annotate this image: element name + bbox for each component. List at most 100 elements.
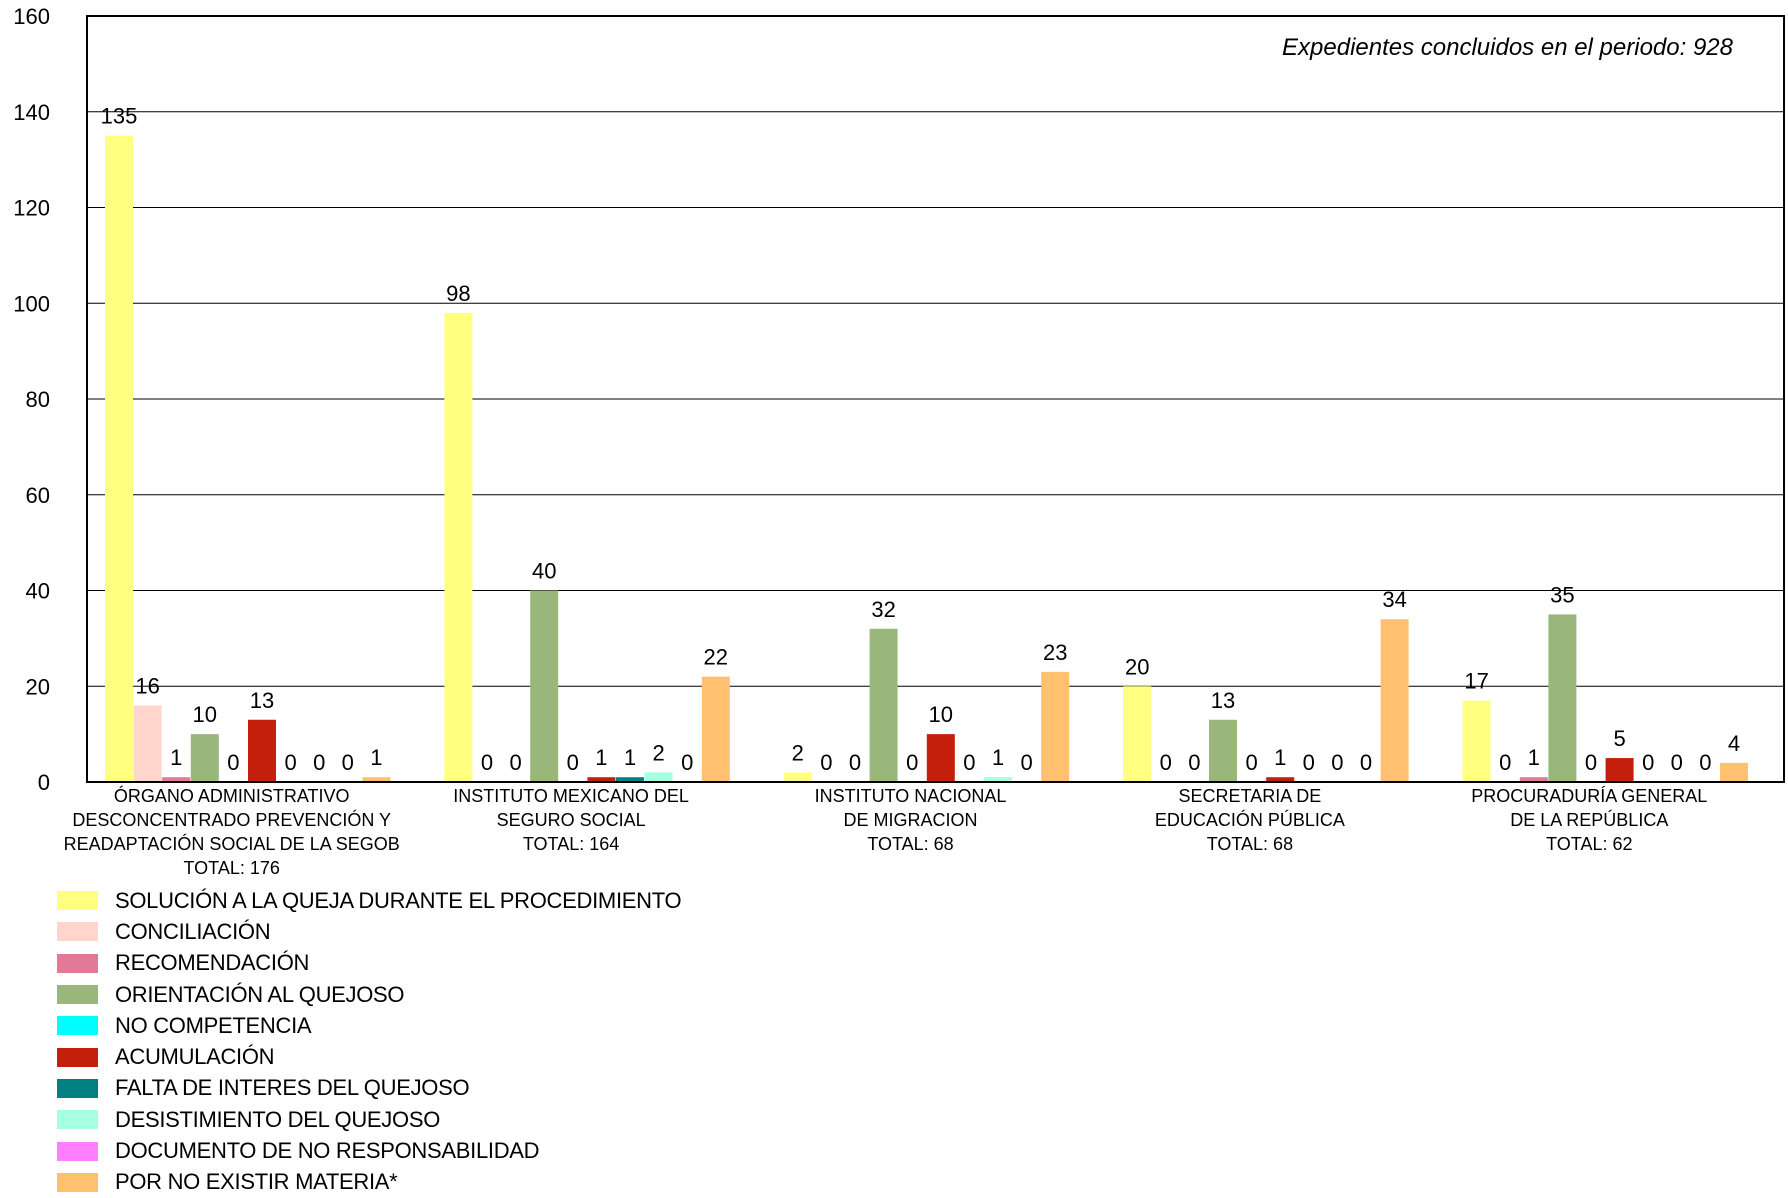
- bar: [362, 777, 391, 782]
- bar: [1605, 758, 1634, 782]
- x-tick-label: DE LA REPÚBLICA: [1510, 809, 1668, 830]
- legend-label: DOCUMENTO DE NO RESPONSABILIDAD: [115, 1138, 540, 1164]
- data-label: 1: [370, 745, 382, 770]
- legend-swatch: [57, 922, 98, 942]
- data-label: 5: [1613, 726, 1625, 751]
- legend-swatch: [57, 1016, 98, 1036]
- data-label: 23: [1043, 640, 1067, 665]
- bar: [162, 777, 191, 782]
- chart-annotation: Expedientes concluidos en el periodo: 92…: [1282, 34, 1734, 61]
- legend-item: NO COMPETENCIA: [57, 1010, 681, 1041]
- bar: [530, 590, 559, 782]
- x-tick-label: EDUCACIÓN PÚBLICA: [1155, 809, 1345, 830]
- data-label: 0: [509, 750, 521, 775]
- y-tick-label: 120: [13, 196, 50, 221]
- data-label: 0: [1360, 750, 1372, 775]
- legend-swatch: [57, 1047, 98, 1067]
- data-label: 0: [849, 750, 861, 775]
- x-axis-labels: ÓRGANO ADMINISTRATIVO DESCONCENTRADO PREV…: [64, 785, 1708, 878]
- y-tick-label: 100: [13, 291, 50, 316]
- data-label: 0: [1642, 750, 1654, 775]
- data-label: 40: [532, 559, 556, 584]
- x-tick-label: SEGURO SOCIAL: [497, 810, 646, 830]
- gridlines: [87, 111, 1784, 687]
- bar: [783, 772, 812, 782]
- data-label: 35: [1550, 582, 1574, 607]
- legend-item: SOLUCIÓN A LA QUEJA DURANTE EL PROCEDIMI…: [57, 885, 682, 916]
- y-tick-label: 0: [38, 770, 50, 795]
- y-tick-label: 80: [26, 387, 50, 412]
- legend-label: DESISTIMIENTO DEL QUEJOSO: [115, 1106, 441, 1132]
- bar: [1041, 671, 1070, 782]
- data-label: 1: [1274, 745, 1286, 770]
- x-tick-label: INSTITUTO NACIONAL: [815, 786, 1007, 806]
- bar: [190, 734, 219, 782]
- legend-label: CONCILIACIÓN: [115, 918, 271, 944]
- data-label: 0: [1245, 750, 1257, 775]
- data-label: 10: [193, 702, 217, 727]
- data-label: 0: [342, 750, 354, 775]
- bar: [984, 777, 1012, 782]
- bar: [926, 734, 955, 782]
- legend-label: POR NO EXISTIR MATERIA*: [115, 1169, 398, 1195]
- bar: [1519, 777, 1548, 782]
- data-label: 10: [929, 702, 953, 727]
- legend-label: ORIENTACIÓN AL QUEJOSO: [115, 981, 405, 1007]
- data-label: 0: [1020, 750, 1032, 775]
- y-tick-label: 160: [13, 4, 50, 29]
- data-label: 1: [624, 745, 636, 770]
- legend-item: DESISTIMIENTO DEL QUEJOSO: [57, 1104, 681, 1135]
- x-tick-label: TOTAL: 164: [523, 834, 619, 854]
- data-label: 135: [101, 104, 138, 129]
- data-label: 98: [446, 281, 470, 306]
- bar: [869, 628, 898, 782]
- data-label: 1: [992, 745, 1004, 770]
- data-label: 13: [250, 688, 274, 713]
- legend-item: RECOMENDACIÓN: [57, 948, 681, 979]
- legend-swatch: [57, 1141, 98, 1161]
- y-tick-label: 20: [26, 674, 50, 699]
- bar: [105, 135, 133, 782]
- x-tick-label: ÓRGANO ADMINISTRATIVO: [114, 785, 350, 806]
- data-label: 0: [1671, 750, 1683, 775]
- legend-item: POR NO EXISTIR MATERIA*: [57, 1167, 681, 1198]
- data-label: 17: [1464, 669, 1488, 694]
- data-label: 0: [1188, 750, 1200, 775]
- legend-item: ORIENTACIÓN AL QUEJOSO: [57, 979, 681, 1010]
- data-label: 32: [871, 597, 895, 622]
- bar: [1462, 700, 1491, 782]
- bar: [616, 777, 644, 782]
- legend-swatch: [57, 1172, 98, 1192]
- legend-swatch: [57, 1110, 98, 1130]
- x-tick-label: TOTAL: 62: [1546, 834, 1632, 854]
- data-label: 0: [1160, 750, 1172, 775]
- data-label: 2: [792, 740, 804, 765]
- data-label: 0: [820, 750, 832, 775]
- data-label: 34: [1382, 587, 1406, 612]
- data-label: 0: [1499, 750, 1511, 775]
- legend-swatch: [57, 1078, 98, 1098]
- y-tick-label: 140: [13, 100, 50, 125]
- x-tick-label: TOTAL: 68: [1207, 834, 1293, 854]
- legend: SOLUCIÓN A LA QUEJA DURANTE EL PROCEDIMI…: [57, 885, 682, 1198]
- legend-label: RECOMENDACIÓN: [115, 950, 310, 976]
- legend-swatch: [57, 891, 98, 911]
- data-label: 0: [906, 750, 918, 775]
- data-label: 2: [652, 740, 664, 765]
- bar: [1720, 762, 1748, 782]
- bar: [1123, 686, 1152, 782]
- legend-item: CONCILIACIÓN: [57, 916, 681, 947]
- data-label: 4: [1728, 731, 1740, 756]
- legend-swatch: [57, 953, 98, 973]
- plot-frame: [86, 15, 1785, 783]
- legend-label: ACUMULACIÓN: [115, 1044, 275, 1070]
- legend-label: FALTA DE INTERES DEL QUEJOSO: [115, 1075, 470, 1101]
- data-label: 1: [1528, 745, 1540, 770]
- x-tick-label: TOTAL: 176: [184, 858, 280, 878]
- x-tick-label: DE MIGRACION: [843, 810, 977, 830]
- data-label: 0: [1331, 750, 1343, 775]
- data-label: 0: [681, 750, 693, 775]
- data-label: 20: [1125, 654, 1149, 679]
- data-label: 13: [1211, 688, 1235, 713]
